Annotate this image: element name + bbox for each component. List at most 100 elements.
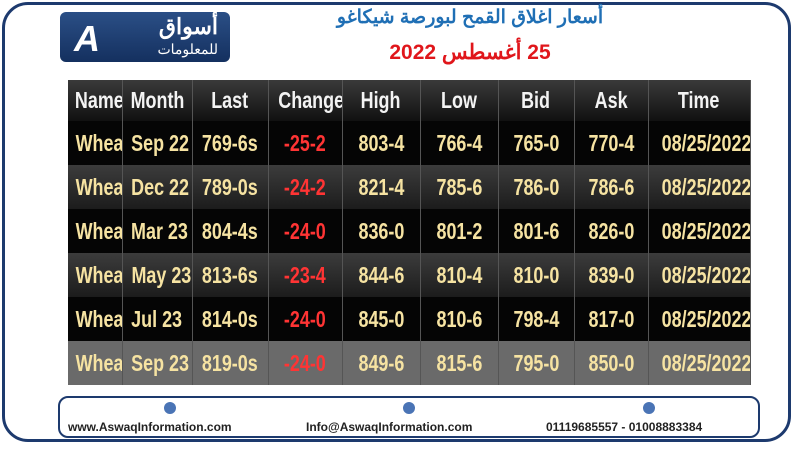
- cell-text: 819-0s: [202, 349, 258, 376]
- table-cell: Wheat: [68, 165, 123, 209]
- cell-text: 08/25/2022: [661, 173, 750, 200]
- table-cell: 785-6: [420, 165, 499, 209]
- cell-text: Wheat: [75, 349, 121, 376]
- table-cell: 845-0: [342, 297, 421, 341]
- table-cell: 801-2: [420, 209, 499, 253]
- cell-text: 786-0: [513, 173, 559, 200]
- table-cell: 801-6: [498, 209, 575, 253]
- cell-text: 804-4s: [202, 217, 258, 244]
- table-cell: 786-0: [498, 165, 575, 209]
- cell-text: Time: [678, 87, 720, 113]
- cell-text: 810-0: [513, 261, 559, 288]
- cell-text: -25-2: [284, 129, 326, 156]
- table-cell: 803-4: [342, 121, 421, 165]
- cell-text: Wheat: [75, 305, 121, 332]
- table-row: Wheat Mar 23 804-4s -24-0 836-0 801-2 801-6 826…: [68, 209, 751, 253]
- cell-text: Wheat: [75, 217, 121, 244]
- cell-text: 801-2: [436, 217, 482, 244]
- table-cell: Jul 23: [122, 297, 193, 341]
- cell-text: Bid: [521, 87, 551, 113]
- table-cell: Wheat: [68, 253, 123, 297]
- column-header: Ask: [574, 80, 649, 121]
- logo-mark: A: [74, 18, 100, 59]
- cell-text: 810-6: [436, 305, 482, 332]
- cell-text: 845-0: [358, 305, 404, 332]
- table-cell: 08/25/2022: [648, 165, 751, 209]
- table-cell: 08/25/2022: [648, 121, 751, 165]
- cell-text: 08/25/2022: [661, 305, 750, 332]
- column-header: Bid: [498, 80, 575, 121]
- column-header: Last: [192, 80, 269, 121]
- table-row: Wheat Sep 22 769-6s -25-2 803-4 766-4 765-0 770…: [68, 121, 751, 165]
- column-header: Change: [268, 80, 343, 121]
- table-cell: 766-4: [420, 121, 499, 165]
- cell-text: Name: [74, 87, 122, 113]
- table-cell: May 23: [122, 253, 193, 297]
- cell-text: 08/25/2022: [661, 217, 750, 244]
- table-cell: Wheat: [68, 297, 123, 341]
- title: أسعار اغلاق القمح لبورصة شيكاغو: [336, 7, 604, 28]
- cell-text: Low: [441, 87, 477, 113]
- table-cell: Wheat: [68, 341, 123, 385]
- table-cell: 786-6: [574, 165, 649, 209]
- cell-text: Dec 22: [130, 173, 189, 200]
- cell-text: 798-4: [513, 305, 559, 332]
- table-cell: 826-0: [574, 209, 649, 253]
- cell-text: 08/25/2022: [661, 129, 750, 156]
- table-cell: -25-2: [268, 121, 343, 165]
- table-cell: 810-4: [420, 253, 499, 297]
- table-cell: 08/25/2022: [648, 253, 751, 297]
- table-row: Wheat Sep 23 819-0s -24-0 849-6 815-6 795-0 850…: [68, 341, 751, 385]
- table-cell: 08/25/2022: [648, 209, 751, 253]
- cell-text: -24-0: [284, 305, 326, 332]
- table-cell: 795-0: [498, 341, 575, 385]
- cell-text: -24-0: [284, 217, 326, 244]
- table-cell: Sep 23: [122, 341, 193, 385]
- cell-text: 850-0: [588, 349, 634, 376]
- logo: A أسواق للمعلومات: [60, 12, 230, 62]
- table-cell: 815-6: [420, 341, 499, 385]
- cell-text: 786-6: [588, 173, 634, 200]
- web-icon: [164, 402, 176, 414]
- table-cell: 798-4: [498, 297, 575, 341]
- header-row: Name Month Last Change High Low Bid Ask Time: [68, 80, 751, 121]
- table-cell: Dec 22: [122, 165, 193, 209]
- table-cell: 813-6s: [192, 253, 269, 297]
- cell-text: 814-0s: [202, 305, 258, 332]
- cell-text: -24-0: [284, 349, 326, 376]
- table-cell: 821-4: [342, 165, 421, 209]
- table-row: Wheat Jul 23 814-0s -24-0 845-0 810-6 798-4 817…: [68, 297, 751, 341]
- cell-text: 803-4: [358, 129, 404, 156]
- cell-text: Wheat: [75, 129, 121, 156]
- column-header: Name: [68, 80, 123, 121]
- cell-text: -24-2: [284, 173, 326, 200]
- email: Info@AswaqInformation.com: [306, 420, 473, 434]
- footer: [58, 396, 760, 438]
- phone-icon: [643, 402, 655, 414]
- cell-text: 844-6: [358, 261, 404, 288]
- table-cell: 817-0: [574, 297, 649, 341]
- cell-text: Sep 22: [130, 129, 189, 156]
- table-cell: 804-4s: [192, 209, 269, 253]
- cell-text: 821-4: [358, 173, 404, 200]
- column-header: Month: [122, 80, 193, 121]
- cell-text: 817-0: [588, 305, 634, 332]
- table-cell: Wheat: [68, 121, 123, 165]
- table-cell: -24-0: [268, 297, 343, 341]
- cell-text: -23-4: [284, 261, 326, 288]
- table-cell: 769-6s: [192, 121, 269, 165]
- table-cell: 765-0: [498, 121, 575, 165]
- cell-text: 789-0s: [202, 173, 258, 200]
- column-header: High: [342, 80, 421, 121]
- website: www.AswaqInformation.com: [68, 420, 232, 434]
- table-row: Wheat Dec 22 789-0s -24-2 821-4 785-6 786-0 786…: [68, 165, 751, 209]
- table-cell: 819-0s: [192, 341, 269, 385]
- cell-text: Jul 23: [131, 305, 183, 332]
- table-row: Wheat May 23 813-6s -23-4 844-6 810-4 810-0 839…: [68, 253, 751, 297]
- table-cell: Wheat: [68, 209, 123, 253]
- cell-text: 826-0: [588, 217, 634, 244]
- cell-text: Ask: [594, 87, 628, 113]
- cell-text: 801-6: [513, 217, 559, 244]
- table-cell: 814-0s: [192, 297, 269, 341]
- table-cell: -24-0: [268, 341, 343, 385]
